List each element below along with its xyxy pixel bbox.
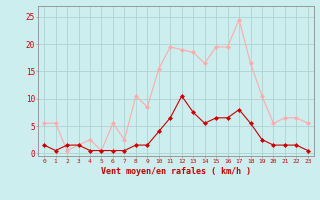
X-axis label: Vent moyen/en rafales ( km/h ): Vent moyen/en rafales ( km/h ) (101, 167, 251, 176)
